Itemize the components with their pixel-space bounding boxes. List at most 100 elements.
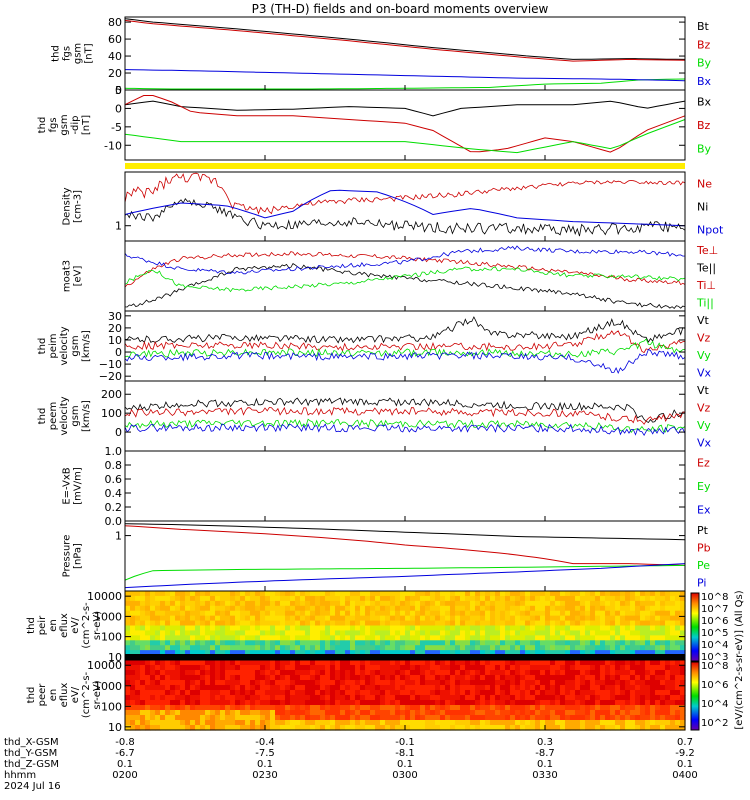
spectrogram-cell (245, 630, 251, 636)
spectrogram-cell (185, 680, 191, 686)
spectrogram-cell (450, 615, 456, 622)
spectrogram-cell (265, 690, 271, 696)
spectrogram-cell (510, 660, 516, 666)
spectrogram-cell (170, 710, 176, 716)
spectrogram-cell (680, 660, 686, 666)
spectrogram-cell (405, 605, 411, 612)
spectrogram-cell (615, 591, 621, 597)
spectrogram-cell (520, 675, 526, 681)
spectrogram-cell (485, 690, 491, 696)
spectrogram-cell (350, 650, 356, 656)
spectrogram-cell (285, 700, 291, 706)
spectrogram-cell (180, 725, 186, 731)
spectrogram-cell (450, 591, 456, 597)
spectrogram-cell (350, 635, 356, 641)
spectrogram-cell (645, 710, 651, 716)
spectrogram-cell (380, 615, 386, 622)
spectrogram-cell (285, 605, 291, 612)
spectrogram-cell (185, 635, 191, 641)
spectrogram-cell (295, 615, 301, 622)
spectrogram-cell (555, 660, 561, 666)
spectrogram-cell (610, 610, 616, 617)
spectrogram-cell (130, 695, 136, 701)
spectrogram-cell (450, 650, 456, 656)
spectrogram-cell (630, 595, 636, 602)
spectrogram-cell (385, 710, 391, 716)
spectrogram-cell (140, 675, 146, 681)
spectrogram-cell (455, 591, 461, 597)
spectrogram-cell (195, 595, 201, 602)
spectrogram-cell (195, 690, 201, 696)
spectrogram-cell (545, 615, 551, 622)
spectrogram-cell (660, 670, 666, 676)
spectrogram-cell (290, 660, 296, 666)
spectrogram-cell (370, 720, 376, 726)
spectrogram-cell (185, 650, 191, 656)
spectrogram-cell (325, 675, 331, 681)
spectrogram-cell (630, 605, 636, 612)
spectrogram-cell (530, 600, 536, 607)
spectrogram-cell (535, 690, 541, 696)
spectrogram-cell (670, 630, 676, 636)
spectrogram-cell (285, 680, 291, 686)
spectrogram-cell (275, 715, 281, 721)
spectrogram-cell (405, 610, 411, 617)
x-col-value: 0.7 (677, 737, 693, 748)
spectrogram-cell (450, 625, 456, 632)
spectrogram-cell (350, 600, 356, 607)
spectrogram-cell (150, 675, 156, 681)
spectrogram-cell (300, 720, 306, 726)
spectrogram-cell (345, 695, 351, 701)
spectrogram-cell (420, 685, 426, 691)
spectrogram-cell (175, 620, 181, 627)
spectrogram-cell (570, 640, 576, 646)
legend-Bz: Bz (697, 38, 711, 51)
spectrogram-cell (525, 600, 531, 607)
spectrogram-cell (360, 695, 366, 701)
spectrogram-cell (430, 685, 436, 691)
spectrogram-cell (295, 610, 301, 617)
spectrogram-cell (295, 705, 301, 711)
spectrogram-cell (210, 660, 216, 666)
spectrogram-cell (680, 705, 686, 711)
spectrogram-cell (600, 595, 606, 602)
spectrogram-cell (420, 610, 426, 617)
spectrogram-cell (455, 640, 461, 646)
spectrogram-cell (255, 660, 261, 666)
spectrogram-cell (325, 630, 331, 636)
spectrogram-cell (300, 615, 306, 622)
spectrogram-cell (380, 630, 386, 636)
spectrogram-cell (125, 595, 131, 602)
spectrogram-cell (125, 605, 131, 612)
spectrogram-cell (565, 660, 571, 666)
spectrogram-cell (135, 710, 141, 716)
spectrogram-cell (315, 680, 321, 686)
spectrogram-cell (280, 620, 286, 627)
spectrogram-cell (550, 591, 556, 597)
spectrogram-cell (395, 630, 401, 636)
spectrogram-cell (355, 725, 361, 731)
plot-title: P3 (TH-D) fields and on-board moments ov… (252, 2, 549, 16)
spectrogram-cell (175, 700, 181, 706)
spectrogram-cell (205, 720, 211, 726)
spectrogram-cell (645, 615, 651, 622)
spectrogram-cell (595, 690, 601, 696)
y-axis-label: sr-eV) (92, 611, 103, 640)
spectrogram-cell (595, 635, 601, 641)
spectrogram-cell (340, 700, 346, 706)
spectrogram-cell (465, 625, 471, 632)
spectrogram-cell (400, 715, 406, 721)
spectrogram-cell (520, 620, 526, 627)
spectrogram-cell (555, 710, 561, 716)
spectrogram-cell (215, 685, 221, 691)
spectrogram-cell (625, 635, 631, 641)
spectrogram-cell (475, 620, 481, 627)
y-axis-label: sr-eV) (92, 680, 103, 709)
spectrogram-cell (495, 650, 501, 656)
spectrogram-cell (535, 595, 541, 602)
spectrogram-cell (200, 660, 206, 666)
spectrogram-cell (165, 665, 171, 671)
spectrogram-cell (500, 715, 506, 721)
spectrogram-cell (360, 680, 366, 686)
